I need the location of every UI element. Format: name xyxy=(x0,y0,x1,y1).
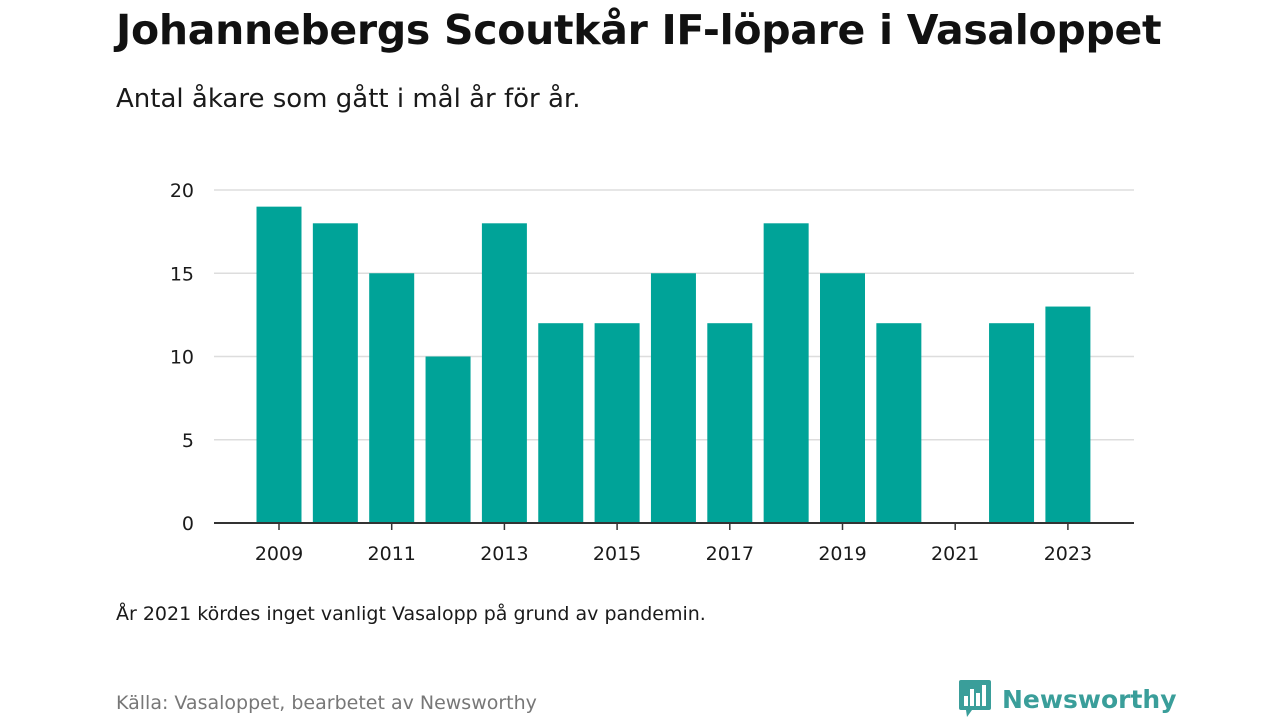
y-tick-label: 10 xyxy=(170,347,194,369)
bar-2011 xyxy=(369,273,415,523)
x-tick-label: 2013 xyxy=(480,543,528,565)
bar-2010 xyxy=(312,223,358,524)
bar-2022 xyxy=(989,323,1035,523)
newsworthy-logo: Newsworthy xyxy=(958,679,1177,719)
source-credit: Källa: Vasaloppet, bearbetet av Newswort… xyxy=(116,692,537,714)
y-tick-label: 0 xyxy=(182,513,194,535)
bar-2013 xyxy=(481,223,527,524)
bar-2015 xyxy=(594,323,640,523)
x-tick-label: 2015 xyxy=(593,543,641,565)
bar-chart-bubble-icon xyxy=(959,680,991,717)
x-tick-label: 2009 xyxy=(255,543,303,565)
y-tick-label: 15 xyxy=(170,263,194,285)
bar-2020 xyxy=(876,323,922,523)
chart-note: År 2021 kördes inget vanligt Vasalopp på… xyxy=(116,603,706,625)
bar-2012 xyxy=(425,356,471,523)
x-tick-label: 2017 xyxy=(706,543,754,565)
bar-2019 xyxy=(820,273,865,523)
x-tick-label: 2019 xyxy=(818,543,866,565)
y-tick-label: 5 xyxy=(182,430,194,452)
bar-chart: 0 5 10 15 20 2009 2011 2013 2015 2017 2019 2021 2023 xyxy=(170,180,1134,565)
x-tick-label: 2021 xyxy=(931,543,979,565)
bar-2017 xyxy=(707,323,753,523)
brand-name: Newsworthy xyxy=(1002,684,1177,714)
x-tick-label: 2023 xyxy=(1044,543,1092,565)
bar-2023 xyxy=(1045,306,1091,523)
bar-2016 xyxy=(650,273,696,523)
y-tick-label: 20 xyxy=(170,180,194,202)
bar-2009 xyxy=(256,206,302,523)
bar-2018 xyxy=(763,223,809,524)
x-tick-label: 2011 xyxy=(368,543,416,565)
chart-title: Johannebergs Scoutkår IF-löpare i Vasalo… xyxy=(116,6,1162,54)
chart-subtitle: Antal åkare som gått i mål år för år. xyxy=(116,84,581,114)
bar-2014 xyxy=(538,323,584,523)
